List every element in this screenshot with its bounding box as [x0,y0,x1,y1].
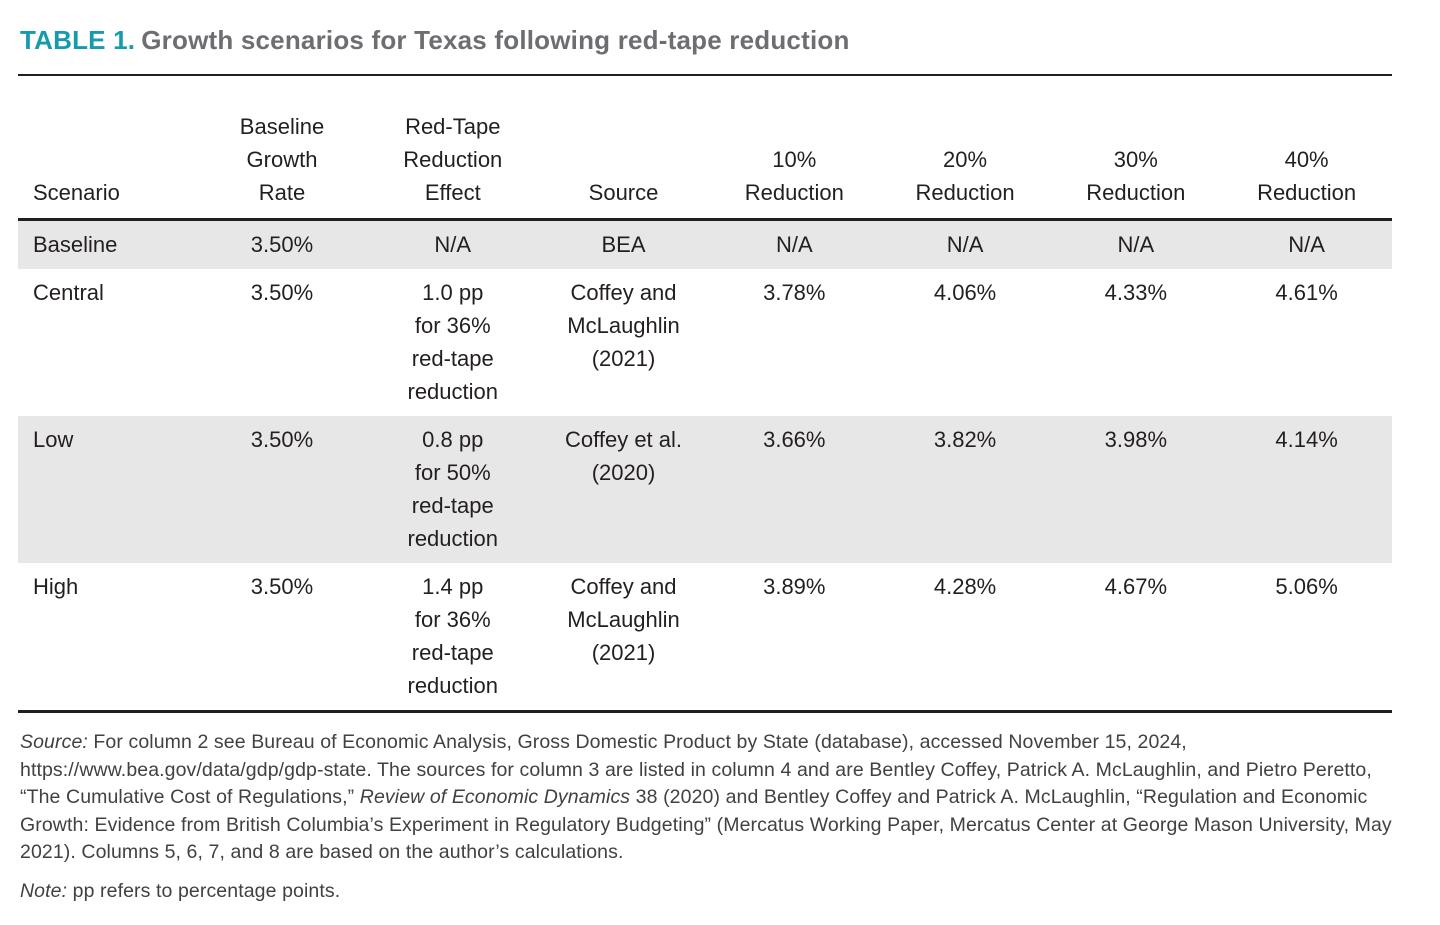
cell-red-tape-effect: N/A [434,232,472,257]
cell-10-reduction: N/A [775,232,813,257]
page-title: TABLE 1. Growth scenarios for Texas follo… [18,24,1416,56]
source-label: Source: [20,731,88,753]
source-journal-title: Review of Economic Dynamics [359,786,631,808]
cell-scenario: High [33,574,79,599]
table-row-high: High 3.50% 1.4 pp for 36% red-tape reduc… [18,563,1392,712]
cell-baseline-growth-rate: 3.50% [250,232,314,257]
cell-baseline-growth-rate: 3.50% [250,427,314,452]
cell-source: Coffey and McLaughlin (2021) [567,574,680,665]
cell-red-tape-effect: 1.4 pp for 36% red-tape reduction [407,574,499,698]
table-number-label: TABLE 1. [20,25,136,55]
column-header-baseline-growth-rate: Baseline Growth Rate [196,75,368,221]
source-text: For column 2 see Bureau of Economic Anal… [20,731,1372,808]
cell-40-reduction: 4.14% [1275,427,1338,452]
column-header-10-percent-reduction: 10% Reduction [708,75,880,221]
source-text-continued: 38 (2020) and Bentley Coffey and Patrick… [20,786,1392,863]
cell-10-reduction: 3.66% [763,427,826,452]
cell-source: BEA [601,232,646,257]
cell-40-reduction: 4.61% [1275,280,1338,305]
note-text: pp refers to percentage points. [67,879,341,902]
cell-20-reduction: 3.82% [933,427,997,452]
cell-baseline-growth-rate: 3.50% [250,574,314,599]
cell-40-reduction: 5.06% [1275,574,1338,599]
table-title-text: Growth scenarios for Texas following red… [141,25,850,55]
note: Note: pp refers to percentage points. [20,878,1398,906]
cell-30-reduction: 4.33% [1104,280,1168,305]
cell-scenario: Central [33,280,104,305]
column-header-30-percent-reduction: 30% Reduction [1050,75,1222,221]
table-header: Scenario Baseline Growth Rate Red-Tape R… [18,75,1392,221]
cell-10-reduction: 3.89% [763,574,826,599]
column-header-source: Source [538,75,709,221]
cell-red-tape-effect: 0.8 pp for 50% red-tape reduction [407,427,499,551]
cell-scenario: Low [33,427,74,452]
cell-red-tape-effect: 1.0 pp for 36% red-tape reduction [407,280,499,404]
column-header-red-tape-reduction-effect: Red-Tape Reduction Effect [367,75,539,221]
source-note: Source: For column 2 see Bureau of Econo… [20,729,1398,867]
cell-source: Coffey and McLaughlin (2021) [567,280,680,371]
cell-20-reduction: 4.28% [933,574,997,599]
table-row-low: Low 3.50% 0.8 pp for 50% red-tape reduct… [18,416,1392,563]
header-row: Scenario Baseline Growth Rate Red-Tape R… [18,75,1392,221]
cell-30-reduction: N/A [1117,232,1155,257]
table-row-baseline: Baseline 3.50% N/A BEA N/A N/A N/A N/A [18,219,1392,269]
cell-20-reduction: N/A [946,232,984,257]
table-body: Baseline 3.50% N/A BEA N/A N/A N/A N/A C… [18,219,1392,712]
cell-40-reduction: N/A [1288,232,1325,257]
column-header-40-percent-reduction: 40% Reduction [1221,75,1392,221]
table-row-central: Central 3.50% 1.0 pp for 36% red-tape re… [18,269,1392,416]
cell-30-reduction: 3.98% [1104,427,1168,452]
cell-baseline-growth-rate: 3.50% [250,280,314,305]
document-page: TABLE 1. Growth scenarios for Texas follo… [18,24,1416,905]
table-footnotes: Source: For column 2 see Bureau of Econo… [18,729,1398,905]
growth-scenarios-table: Scenario Baseline Growth Rate Red-Tape R… [18,74,1392,713]
column-header-scenario: Scenario [18,75,197,221]
cell-20-reduction: 4.06% [933,280,997,305]
column-header-20-percent-reduction: 20% Reduction [879,75,1051,221]
note-label: Note: [20,879,68,902]
cell-scenario: Baseline [33,232,118,257]
cell-10-reduction: 3.78% [763,280,826,305]
cell-source: Coffey et al. (2020) [565,427,683,485]
cell-30-reduction: 4.67% [1104,574,1168,599]
